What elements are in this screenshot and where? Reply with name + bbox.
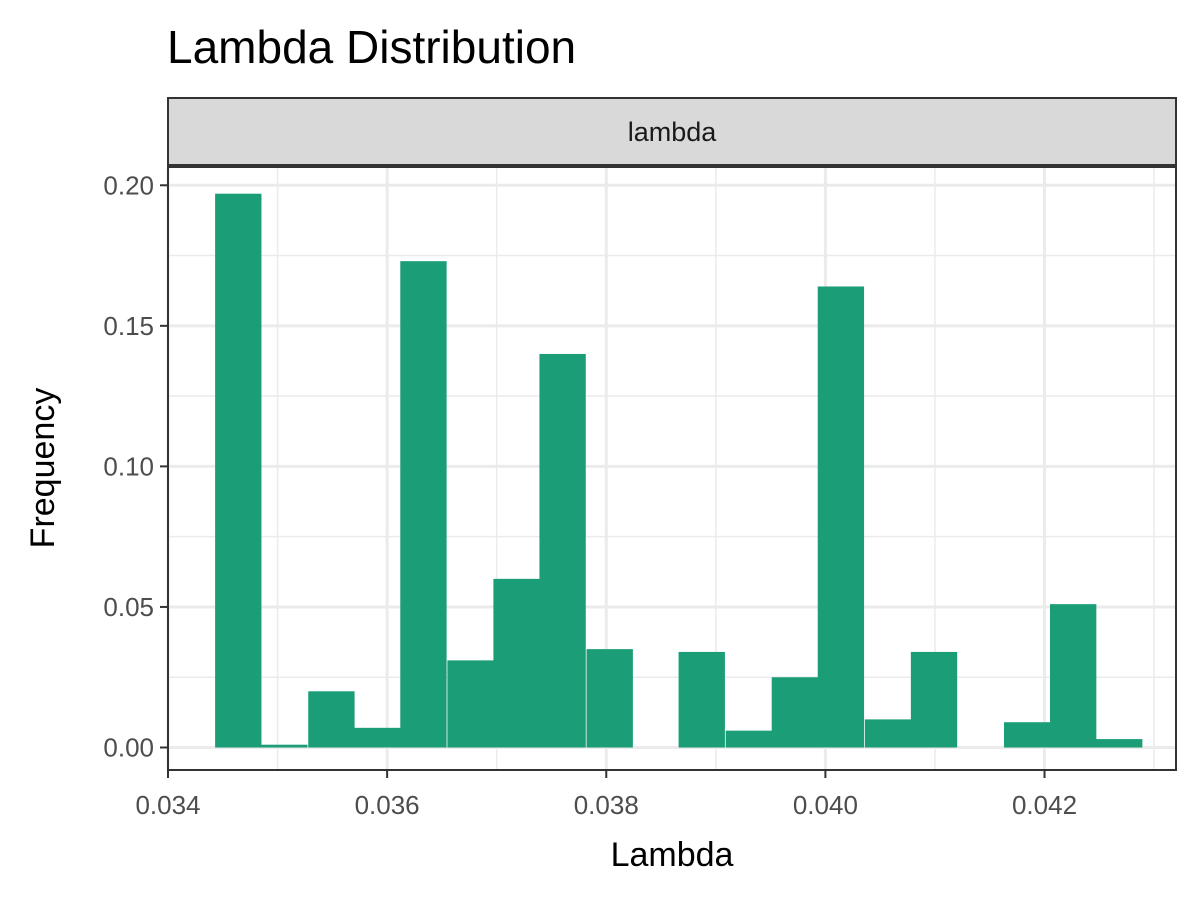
histogram-bar [400,261,447,748]
y-axis: 0.00 0.05 0.10 0.15 0.20 [103,170,168,763]
histogram-bar [308,691,355,748]
histogram-bar [586,649,633,748]
plot-panel [168,167,1176,770]
histogram-bar [771,677,819,748]
y-tick-label: 0.05 [103,592,154,622]
x-tick-label: 0.036 [355,790,420,820]
histogram-bar [354,727,401,748]
histogram-bar [1003,722,1051,748]
x-axis: 0.034 0.036 0.038 0.040 0.042 [135,770,1077,820]
histogram-bar [1096,739,1143,748]
chart-title: Lambda Distribution [167,21,576,73]
histogram-bar [910,651,958,748]
histogram-bar [725,730,773,748]
y-tick-label: 0.20 [103,170,154,200]
histogram-bar [817,286,865,748]
histogram-bar [261,744,308,748]
histogram-bar [215,193,262,748]
x-tick-label: 0.034 [135,790,200,820]
y-tick-label: 0.10 [103,451,154,481]
histogram-bar [1050,604,1097,748]
histogram-bar [447,660,494,748]
y-tick-label: 0.15 [103,311,154,341]
x-tick-label: 0.042 [1012,790,1077,820]
histogram-bars [215,193,1143,748]
histogram-bar [493,578,540,748]
histogram-bar [678,651,725,748]
histogram-bar [864,719,912,748]
x-tick-label: 0.040 [793,790,858,820]
histogram-bar [539,353,586,748]
y-tick-label: 0.00 [103,733,154,763]
x-tick-label: 0.038 [574,790,639,820]
y-axis-title: Frequency [24,388,62,549]
x-axis-title: Lambda [611,836,734,874]
facet-strip [167,97,1177,166]
facet-strip-label: lambda [628,117,718,147]
plot-panel-border [167,166,1177,771]
